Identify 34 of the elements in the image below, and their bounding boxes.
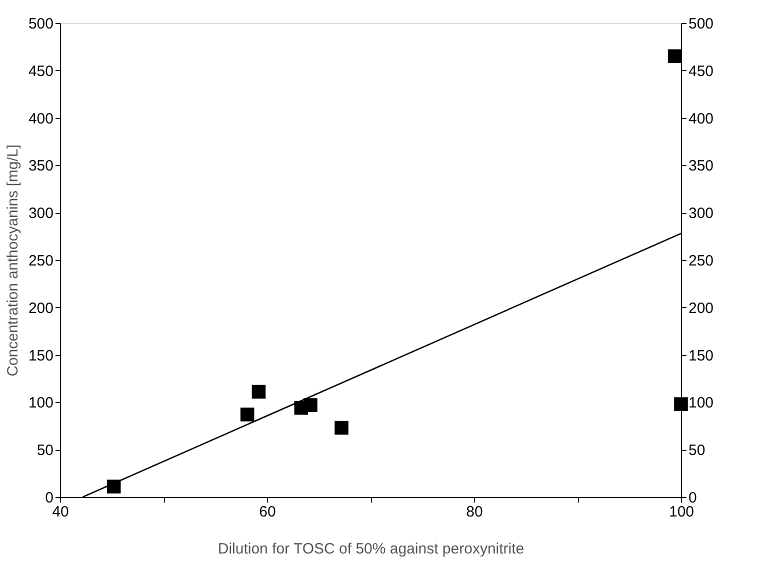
y2-tick-label: 450 (688, 62, 714, 80)
y2-tick-label: 350 (688, 158, 714, 175)
point (304, 398, 318, 412)
y2-tick-label: 50 (688, 442, 706, 460)
y-tick-label: 150 (28, 347, 54, 364)
point (674, 397, 688, 411)
x-axis-title: Dilution for TOSC of 50% against peroxynitrite (218, 540, 524, 558)
y2-tick-label: 100 (688, 394, 714, 412)
y-tick-label: 500 (28, 16, 54, 32)
point (240, 408, 254, 422)
y2-tick-label: 400 (688, 110, 714, 128)
y-tick-label: 450 (28, 62, 54, 80)
point (252, 384, 266, 399)
y2-tick-label: 300 (688, 205, 714, 222)
y-tick-label: 400 (28, 110, 54, 128)
y2-tick-label: 150 (688, 347, 714, 364)
y2-tick-label: 200 (688, 300, 714, 317)
y-tick-label: 100 (28, 394, 54, 412)
point (668, 49, 682, 64)
y-tick-label: 250 (28, 252, 54, 270)
x-tick-label: 80 (466, 504, 483, 520)
y-tick-label: 300 (28, 205, 54, 222)
x-tick-label: 40 (52, 504, 69, 520)
y-tick-label: 0 (45, 490, 54, 506)
y-tick-label: 350 (28, 158, 54, 175)
x-tick-label: 60 (259, 504, 276, 520)
y2-tick-label: 250 (688, 252, 714, 270)
y-tick-label: 50 (36, 442, 54, 460)
y-axis-title: Concentration anthocyanins [mg/L] (4, 144, 22, 376)
y2-tick-label: 500 (688, 16, 714, 32)
x-tick-label: 100 (668, 504, 694, 520)
y-tick-label: 200 (28, 300, 54, 317)
y2-tick-label: 0 (688, 490, 697, 506)
point (334, 420, 348, 435)
